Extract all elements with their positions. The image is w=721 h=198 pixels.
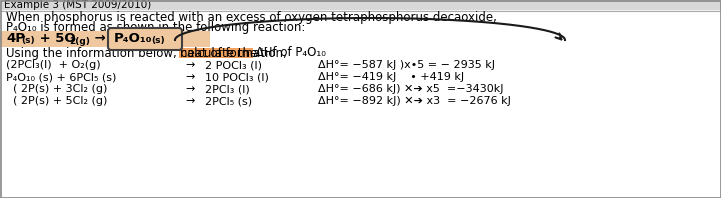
Text: (s): (s) bbox=[151, 36, 164, 46]
Text: →: → bbox=[185, 72, 195, 82]
Text: 2 POCl₃ (l): 2 POCl₃ (l) bbox=[205, 60, 262, 70]
FancyBboxPatch shape bbox=[0, 31, 210, 47]
Text: →: → bbox=[185, 60, 195, 70]
Text: →: → bbox=[185, 96, 195, 106]
Text: P₄O₁₀: P₄O₁₀ bbox=[114, 32, 153, 46]
FancyBboxPatch shape bbox=[179, 48, 253, 58]
Text: ΔH°= −892 kJ) ✕➔ x3  = −2676 kJ: ΔH°= −892 kJ) ✕➔ x3 = −2676 kJ bbox=[318, 96, 511, 106]
Text: ( 2P(s) + 3Cl₂ (g): ( 2P(s) + 3Cl₂ (g) bbox=[6, 84, 107, 94]
Text: →: → bbox=[90, 32, 106, 46]
Text: ΔH°= −686 kJ) ✕➔ x5  =−3430kJ: ΔH°= −686 kJ) ✕➔ x5 =−3430kJ bbox=[318, 84, 503, 94]
FancyBboxPatch shape bbox=[108, 28, 182, 50]
Text: 2PCl₅ (s): 2PCl₅ (s) bbox=[205, 96, 252, 106]
FancyBboxPatch shape bbox=[0, 0, 721, 10]
Text: ( 2P(s) + 5Cl₂ (g): ( 2P(s) + 5Cl₂ (g) bbox=[6, 96, 107, 106]
Text: Using the information below, calculate the: Using the information below, calculate t… bbox=[6, 47, 261, 60]
Text: 2PCl₃ (l): 2PCl₃ (l) bbox=[205, 84, 249, 94]
Text: P₄O₁₀ is formed as shown in the following reaction:: P₄O₁₀ is formed as shown in the followin… bbox=[6, 22, 306, 34]
Text: 2(g): 2(g) bbox=[69, 36, 90, 46]
Text: ΔHf of P₄O₁₀: ΔHf of P₄O₁₀ bbox=[252, 47, 326, 60]
Text: (s): (s) bbox=[21, 36, 35, 46]
FancyBboxPatch shape bbox=[0, 11, 721, 198]
Text: + 5O: + 5O bbox=[35, 32, 76, 46]
Text: ΔH°= −419 kJ    • +419 kJ: ΔH°= −419 kJ • +419 kJ bbox=[318, 72, 464, 82]
Text: Example 3 (MST 2009/2010): Example 3 (MST 2009/2010) bbox=[4, 0, 151, 10]
Text: When phosphorus is reacted with an excess of oxygen tetraphosphorus decaoxide,: When phosphorus is reacted with an exces… bbox=[6, 11, 497, 25]
Text: P₄O₁₀ (s) + 6PCl₅ (s): P₄O₁₀ (s) + 6PCl₅ (s) bbox=[6, 72, 116, 82]
Text: 10 POCl₃ (l): 10 POCl₃ (l) bbox=[205, 72, 269, 82]
Text: →: → bbox=[185, 84, 195, 94]
Text: 4P: 4P bbox=[6, 32, 25, 46]
Text: ΔH°= −587 kJ )x•5 = − 2935 kJ: ΔH°= −587 kJ )x•5 = − 2935 kJ bbox=[318, 60, 495, 70]
Text: heat of formation,: heat of formation, bbox=[180, 47, 286, 60]
Text: (2PCl₃(l)  + O₂(g): (2PCl₃(l) + O₂(g) bbox=[6, 60, 101, 70]
